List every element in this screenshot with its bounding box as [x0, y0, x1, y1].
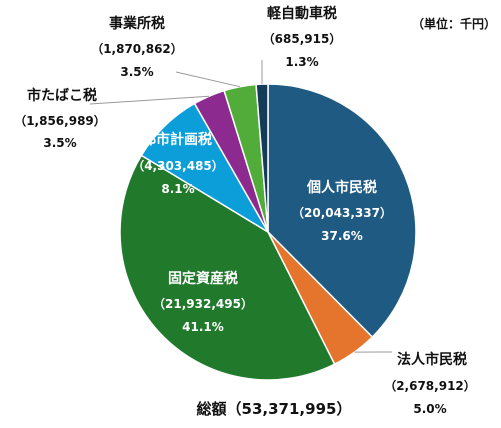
slice-percent: 1.3%: [285, 55, 318, 69]
slice-percent: 5.0%: [413, 402, 446, 416]
slice-value: （2,678,912）: [384, 378, 476, 393]
slice-percent: 8.1%: [161, 182, 194, 196]
slice-label-kotei: 固定資産税 （21,932,495） 41.1%: [153, 270, 253, 334]
slice-label-toshi: 都市計画税 （4,303,485） 8.1%: [132, 131, 224, 196]
slice-label-keijidousha: 軽自動車税 （685,915） 1.3%: [263, 5, 342, 69]
slice-value: （685,915）: [263, 31, 342, 46]
leader-line-5: [175, 71, 241, 88]
slice-name: 事業所税: [109, 15, 165, 32]
slice-value: （21,932,495）: [153, 296, 253, 311]
slice-percent: 41.1%: [182, 320, 224, 334]
slice-percent: 3.5%: [120, 65, 153, 79]
slice-value: （20,043,337）: [292, 205, 392, 220]
leader-lines: [89, 59, 393, 353]
slice-value: （1,870,862）: [91, 41, 183, 56]
slice-name: 法人市民税: [397, 351, 467, 368]
slice-percent: 37.6%: [321, 229, 363, 243]
slice-name: 個人市民税: [306, 179, 377, 196]
unit-note: （単位：千円）: [412, 16, 496, 31]
total-label: 総額（53,371,995）: [197, 400, 352, 418]
slice-label-kojin: 個人市民税 （20,043,337） 37.6%: [292, 179, 392, 243]
slice-percent: 3.5%: [43, 136, 76, 150]
slice-name: 固定資産税: [168, 270, 238, 287]
pie-slices: [119, 83, 417, 381]
pie-slice-2: [119, 154, 336, 381]
leader-line-4: [89, 95, 209, 105]
slice-value: （1,856,989）: [14, 113, 106, 128]
slice-name: 市たばこ税: [27, 87, 97, 104]
slice-name: 都市計画税: [141, 131, 212, 148]
slice-label-tabako: 市たばこ税 （1,856,989） 3.5%: [14, 87, 106, 150]
pie-slice-0: [267, 83, 417, 339]
slice-name: 軽自動車税: [267, 5, 337, 22]
slice-value: （4,303,485）: [132, 158, 224, 173]
slice-label-houjin: 法人市民税 （2,678,912） 5.0%: [384, 351, 476, 416]
slice-label-jigyousho: 事業所税 （1,870,862） 3.5%: [91, 15, 183, 79]
